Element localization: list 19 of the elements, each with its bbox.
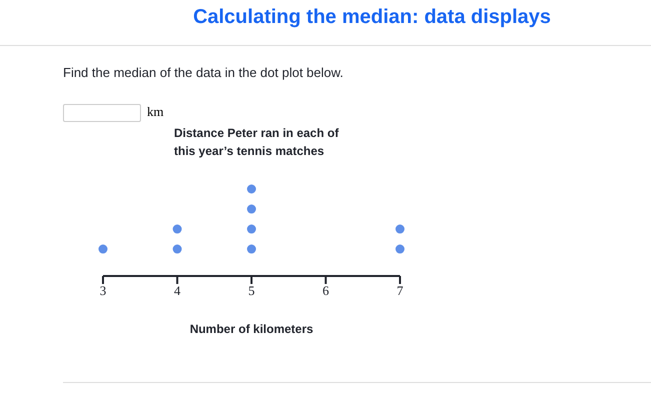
x-tick-label: 5 [248, 283, 255, 298]
point [396, 244, 404, 254]
chart-title: Distance Peter ran in each of this year’s tennis matches [174, 125, 339, 160]
point [172, 244, 182, 254]
x-tick-label: 3 [100, 283, 106, 298]
text: Find the median of the data in the dot plot below. [63, 65, 344, 80]
point [247, 244, 256, 254]
point [172, 224, 182, 234]
point [396, 224, 404, 234]
text: km [147, 104, 164, 120]
x-tick-label: 4 [174, 283, 181, 298]
point [247, 184, 256, 194]
point [247, 224, 256, 234]
point [247, 204, 256, 214]
x-axis-title: Number of kilometers [188, 322, 314, 336]
point [98, 244, 108, 254]
x-tick-label: 7 [396, 283, 404, 298]
x-tick-label: 6 [322, 283, 330, 298]
text: Calculating the median: data displays [192, 6, 552, 29]
